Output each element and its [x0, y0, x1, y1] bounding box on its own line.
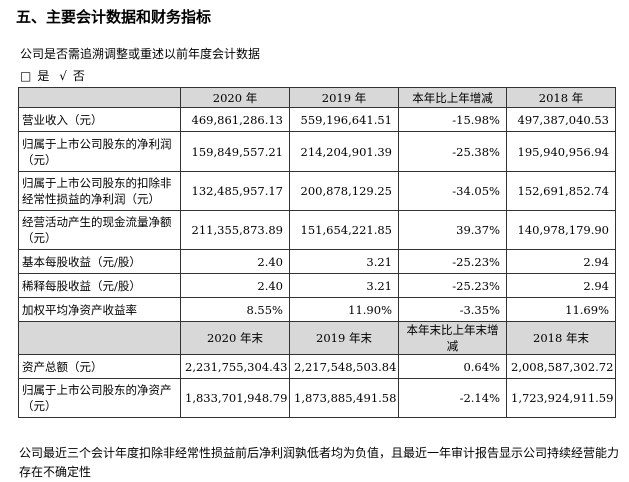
- row-label: 基本每股收益（元/股）: [18, 249, 181, 274]
- row-label: 归属于上市公司股东的扣除非经常性损益的净利润（元）: [18, 171, 181, 211]
- table-header-row: 2020 年 2019 年 本年比上年增减 2018 年: [18, 87, 616, 108]
- value-cell: 1,833,701,948.79: [180, 378, 290, 418]
- value-cell: 3.21: [289, 273, 399, 298]
- value-cell: 2.94: [506, 273, 616, 298]
- choice-yes-label: 是: [37, 69, 50, 83]
- value-cell: 152,691,852.74: [506, 171, 616, 211]
- value-cell: 2,217,548,503.84: [289, 354, 399, 379]
- value-cell: 214,204,901.39: [289, 131, 399, 172]
- change-cell: -34.05%: [398, 171, 507, 211]
- row-label: 归属于上市公司股东的净利润（元）: [18, 131, 181, 172]
- restatement-choices: □ 是 √ 否: [20, 67, 91, 84]
- value-cell: 159,849,557.21: [180, 131, 290, 172]
- value-cell: 195,940,956.94: [506, 131, 616, 172]
- table-row: 经营活动产生的现金流量净额（元） 211,355,873.89 151,654,…: [18, 210, 616, 250]
- change-cell: -3.35%: [398, 297, 507, 322]
- value-cell: 2,008,587,302.72: [506, 354, 616, 379]
- value-cell: 2,231,755,304.43: [180, 354, 290, 379]
- change-cell: -25.23%: [398, 249, 507, 274]
- header-cell: [18, 321, 181, 355]
- value-cell: 8.55%: [180, 297, 290, 322]
- change-cell: -25.38%: [398, 131, 507, 172]
- value-cell: 1,723,924,911.59: [506, 378, 616, 418]
- table-row: 营业收入（元） 469,861,286.13 559,196,641.51 -1…: [18, 107, 616, 132]
- value-cell: 2.40: [180, 273, 290, 298]
- header-cell: 本年比上年增减: [398, 87, 507, 108]
- change-cell: 0.64%: [398, 354, 507, 379]
- header-cell: 2019 年: [289, 87, 399, 108]
- restatement-question: 公司是否需追溯调整或重述以前年度会计数据: [20, 47, 261, 61]
- value-cell: 151,654,221.85: [289, 210, 399, 250]
- value-cell: 11.90%: [289, 297, 399, 322]
- row-label: 归属于上市公司股东的净资产（元）: [18, 378, 181, 418]
- header-cell: 2018 年: [506, 87, 616, 108]
- going-concern-note: 公司最近三个会计年度扣除非经常性损益前后净利润孰低者均为负值，且最近一年审计报告…: [19, 446, 620, 479]
- value-cell: 469,861,286.13: [180, 107, 290, 132]
- header-cell: [18, 87, 181, 108]
- value-cell: 132,485,957.17: [180, 171, 290, 211]
- value-cell: 140,978,179.90: [506, 210, 616, 250]
- header-cell: 2020 年: [180, 87, 290, 108]
- row-label: 经营活动产生的现金流量净额（元）: [18, 210, 181, 250]
- header-cell: 2020 年末: [180, 321, 290, 355]
- table-row: 归属于上市公司股东的净资产（元） 1,833,701,948.79 1,873,…: [18, 378, 616, 418]
- change-cell: -15.98%: [398, 107, 507, 132]
- table-row: 加权平均净资产收益率 8.55% 11.90% -3.35% 11.69%: [18, 297, 616, 322]
- value-cell: 559,196,641.51: [289, 107, 399, 132]
- value-cell: 3.21: [289, 249, 399, 274]
- value-cell: 2.94: [506, 249, 616, 274]
- change-cell: -2.14%: [398, 378, 507, 418]
- value-cell: 200,878,129.25: [289, 171, 399, 211]
- table-row: 稀释每股收益（元/股） 2.40 3.21 -25.23% 2.94: [18, 273, 616, 298]
- check-mark-no[interactable]: √: [59, 69, 67, 83]
- section-title: 五、主要会计数据和财务指标: [16, 8, 212, 26]
- change-cell: 39.37%: [398, 210, 507, 250]
- checkbox-yes[interactable]: □: [20, 69, 32, 83]
- financial-indicators-table: 2020 年 2019 年 本年比上年增减 2018 年 营业收入（元） 469…: [18, 87, 616, 418]
- change-cell: -25.23%: [398, 273, 507, 298]
- value-cell: 497,387,040.53: [506, 107, 616, 132]
- value-cell: 1,873,885,491.58: [289, 378, 399, 418]
- value-cell: 211,355,873.89: [180, 210, 290, 250]
- table-row: 归属于上市公司股东的净利润（元） 159,849,557.21 214,204,…: [18, 131, 616, 172]
- row-label: 资产总额（元）: [18, 354, 181, 379]
- header-cell: 2019 年末: [289, 321, 399, 355]
- header-cell: 本年末比上年末增减: [398, 321, 507, 355]
- table-header-row: 2020 年末 2019 年末 本年末比上年末增减 2018 年末: [18, 321, 616, 355]
- table-row: 资产总额（元） 2,231,755,304.43 2,217,548,503.8…: [18, 354, 616, 379]
- row-label: 稀释每股收益（元/股）: [18, 273, 181, 298]
- value-cell: 2.40: [180, 249, 290, 274]
- table-row: 基本每股收益（元/股） 2.40 3.21 -25.23% 2.94: [18, 249, 616, 274]
- row-label: 加权平均净资产收益率: [18, 297, 181, 322]
- row-label: 营业收入（元）: [18, 107, 181, 132]
- value-cell: 11.69%: [506, 297, 616, 322]
- header-cell: 2018 年末: [506, 321, 616, 355]
- choice-no-label: 否: [72, 69, 85, 83]
- table-row: 归属于上市公司股东的扣除非经常性损益的净利润（元） 132,485,957.17…: [18, 171, 616, 211]
